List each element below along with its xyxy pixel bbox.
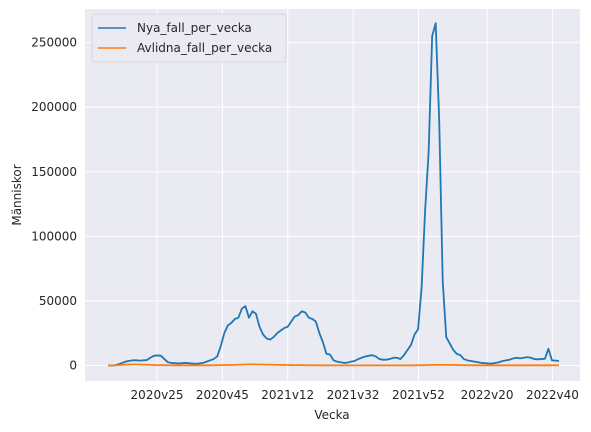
x-tick-label: 2022v20 xyxy=(461,388,514,402)
y-tick-label: 0 xyxy=(69,359,77,373)
legend-label-avlidna: Avlidna_fall_per_vecka xyxy=(137,41,272,55)
legend: Nya_fall_per_vecka Avlidna_fall_per_veck… xyxy=(91,13,287,63)
y-tick-label: 100000 xyxy=(31,229,77,243)
legend-label-nya: Nya_fall_per_vecka xyxy=(137,21,252,35)
y-tick-label: 200000 xyxy=(31,100,77,114)
x-axis-title: Vecka xyxy=(314,408,349,422)
series-layer xyxy=(108,22,560,367)
plot-area xyxy=(85,9,580,381)
x-axis-ticks: 2020v25 2020v45 2021v12 2021v32 2021v52 2022v… xyxy=(131,388,579,402)
x-tick-label: 2022v40 xyxy=(526,388,579,402)
x-tick-label: 2021v32 xyxy=(327,388,380,402)
y-tick-label: 50000 xyxy=(39,294,77,308)
y-tick-label: 150000 xyxy=(31,165,77,179)
y-axis-title: Människor xyxy=(10,164,24,225)
x-tick-label: 2020v25 xyxy=(131,388,184,402)
y-tick-label: 250000 xyxy=(31,36,77,50)
x-tick-label: 2020v45 xyxy=(196,388,249,402)
y-axis-ticks: 0 50000 100000 150000 200000 250000 xyxy=(31,36,77,373)
x-tick-label: 2021v52 xyxy=(392,388,445,402)
legend-box xyxy=(91,13,287,63)
x-tick-label: 2021v12 xyxy=(261,388,314,402)
series-line-nya-fall xyxy=(108,22,560,367)
series-line-avlidna-fall xyxy=(108,363,559,367)
